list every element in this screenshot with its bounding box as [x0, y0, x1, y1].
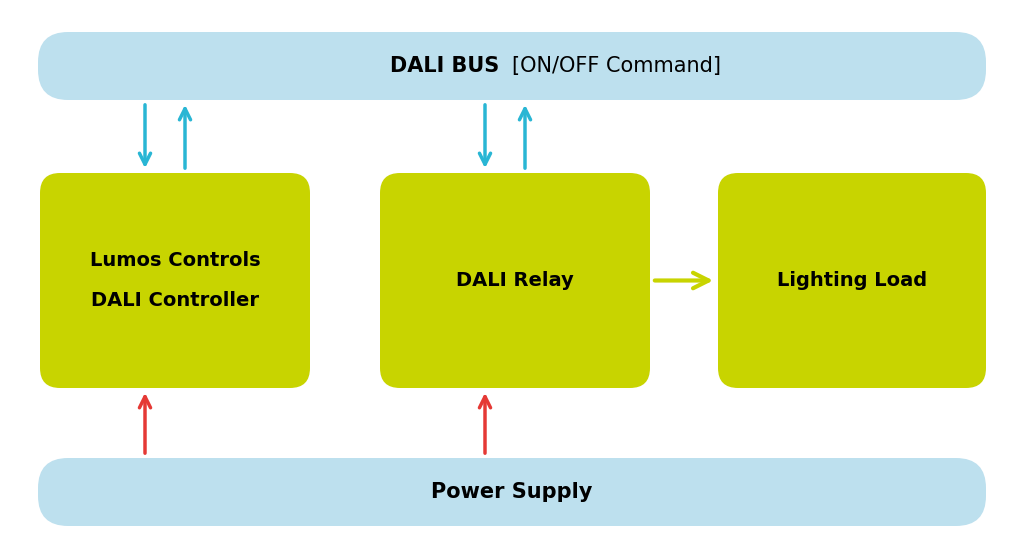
- Text: Lighting Load: Lighting Load: [777, 271, 927, 290]
- FancyBboxPatch shape: [40, 173, 310, 388]
- FancyBboxPatch shape: [718, 173, 986, 388]
- FancyBboxPatch shape: [380, 173, 650, 388]
- Text: Lumos Controls: Lumos Controls: [90, 251, 260, 270]
- Text: DALI BUS: DALI BUS: [390, 56, 507, 76]
- FancyBboxPatch shape: [38, 458, 986, 526]
- Text: DALI Relay: DALI Relay: [456, 271, 573, 290]
- Text: DALI Controller: DALI Controller: [91, 291, 259, 310]
- FancyBboxPatch shape: [38, 32, 986, 100]
- Text: [ON/OFF Command]: [ON/OFF Command]: [512, 56, 721, 76]
- Text: Power Supply: Power Supply: [431, 482, 593, 502]
